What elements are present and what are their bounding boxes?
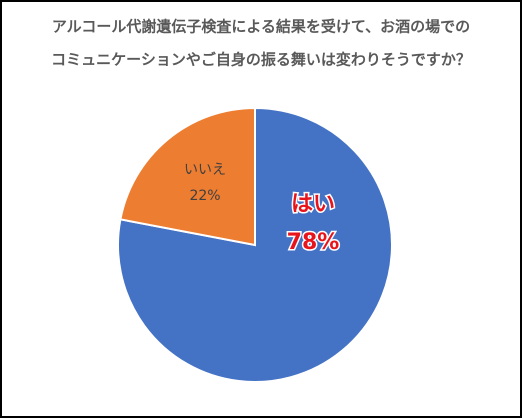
data-label-value: 22% xyxy=(189,188,220,204)
chart-title: コミュニケーションやご自身の振る舞いは変わりそうですか？ xyxy=(51,51,471,69)
data-label-category: いいえ xyxy=(184,162,226,178)
chart-title: アルコール代謝遺伝子検査による結果を受けて、お酒の場での xyxy=(52,18,470,36)
data-label-category: はい xyxy=(291,192,335,217)
pie-slice xyxy=(119,106,256,247)
data-label-value: 78% xyxy=(287,230,340,255)
